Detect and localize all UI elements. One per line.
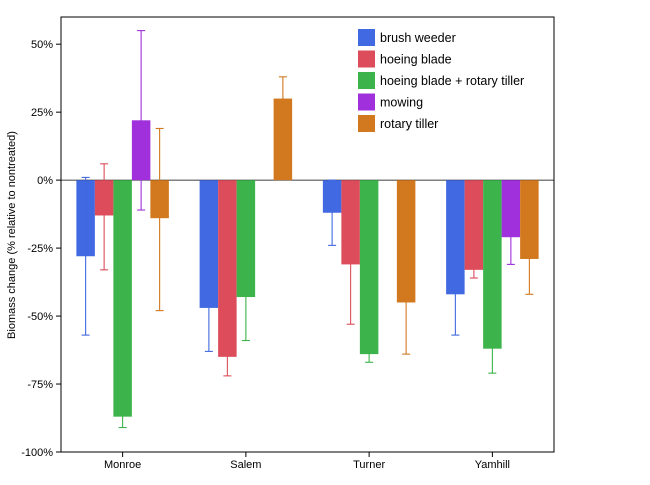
y-tick-label: 25% <box>31 107 53 119</box>
y-axis-title: Biomass change (% relative to nontreated… <box>6 131 18 339</box>
y-axis: -100% -75% -50% -25% 0% 25% 50% <box>21 39 61 459</box>
y-tick-label: -50% <box>27 311 53 323</box>
x-tick-label: Monroe <box>104 459 141 471</box>
x-tick-label: Salem <box>230 459 261 471</box>
legend-label: rotary tiller <box>380 117 438 131</box>
legend-swatch <box>358 50 375 68</box>
legend-label: hoeing blade + rotary tiller <box>380 74 524 88</box>
legend-swatch <box>358 29 375 46</box>
plot-frame <box>60 16 555 453</box>
bar <box>236 180 256 298</box>
bar <box>464 180 484 270</box>
bar <box>396 180 416 303</box>
y-tick-label: -100% <box>21 447 53 459</box>
y-tick-label: 0% <box>37 175 53 187</box>
bar <box>218 180 237 357</box>
bar <box>446 180 465 295</box>
bar <box>273 98 293 181</box>
y-tick-label: 50% <box>31 39 53 51</box>
bar <box>520 180 539 259</box>
legend-label: hoeing blade <box>380 53 452 67</box>
legend: brush weeder hoeing blade hoeing blade + r… <box>358 29 524 132</box>
bar <box>483 180 502 349</box>
x-axis: Monroe Salem Turner Yamhill <box>104 452 510 471</box>
legend-label: brush weeder <box>380 31 456 45</box>
y-tick-label: -75% <box>27 379 53 391</box>
legend-swatch <box>358 72 375 89</box>
bar <box>113 180 132 417</box>
x-tick-label: Turner <box>353 459 385 471</box>
y-tick-label: -25% <box>27 243 53 255</box>
bar <box>199 180 219 308</box>
bars-layer <box>76 30 539 429</box>
bar <box>359 180 379 355</box>
x-tick-label: Yamhill <box>475 459 510 471</box>
legend-label: mowing <box>380 96 423 110</box>
legend-swatch <box>358 115 375 132</box>
bar <box>501 180 521 238</box>
legend-swatch <box>358 93 375 111</box>
